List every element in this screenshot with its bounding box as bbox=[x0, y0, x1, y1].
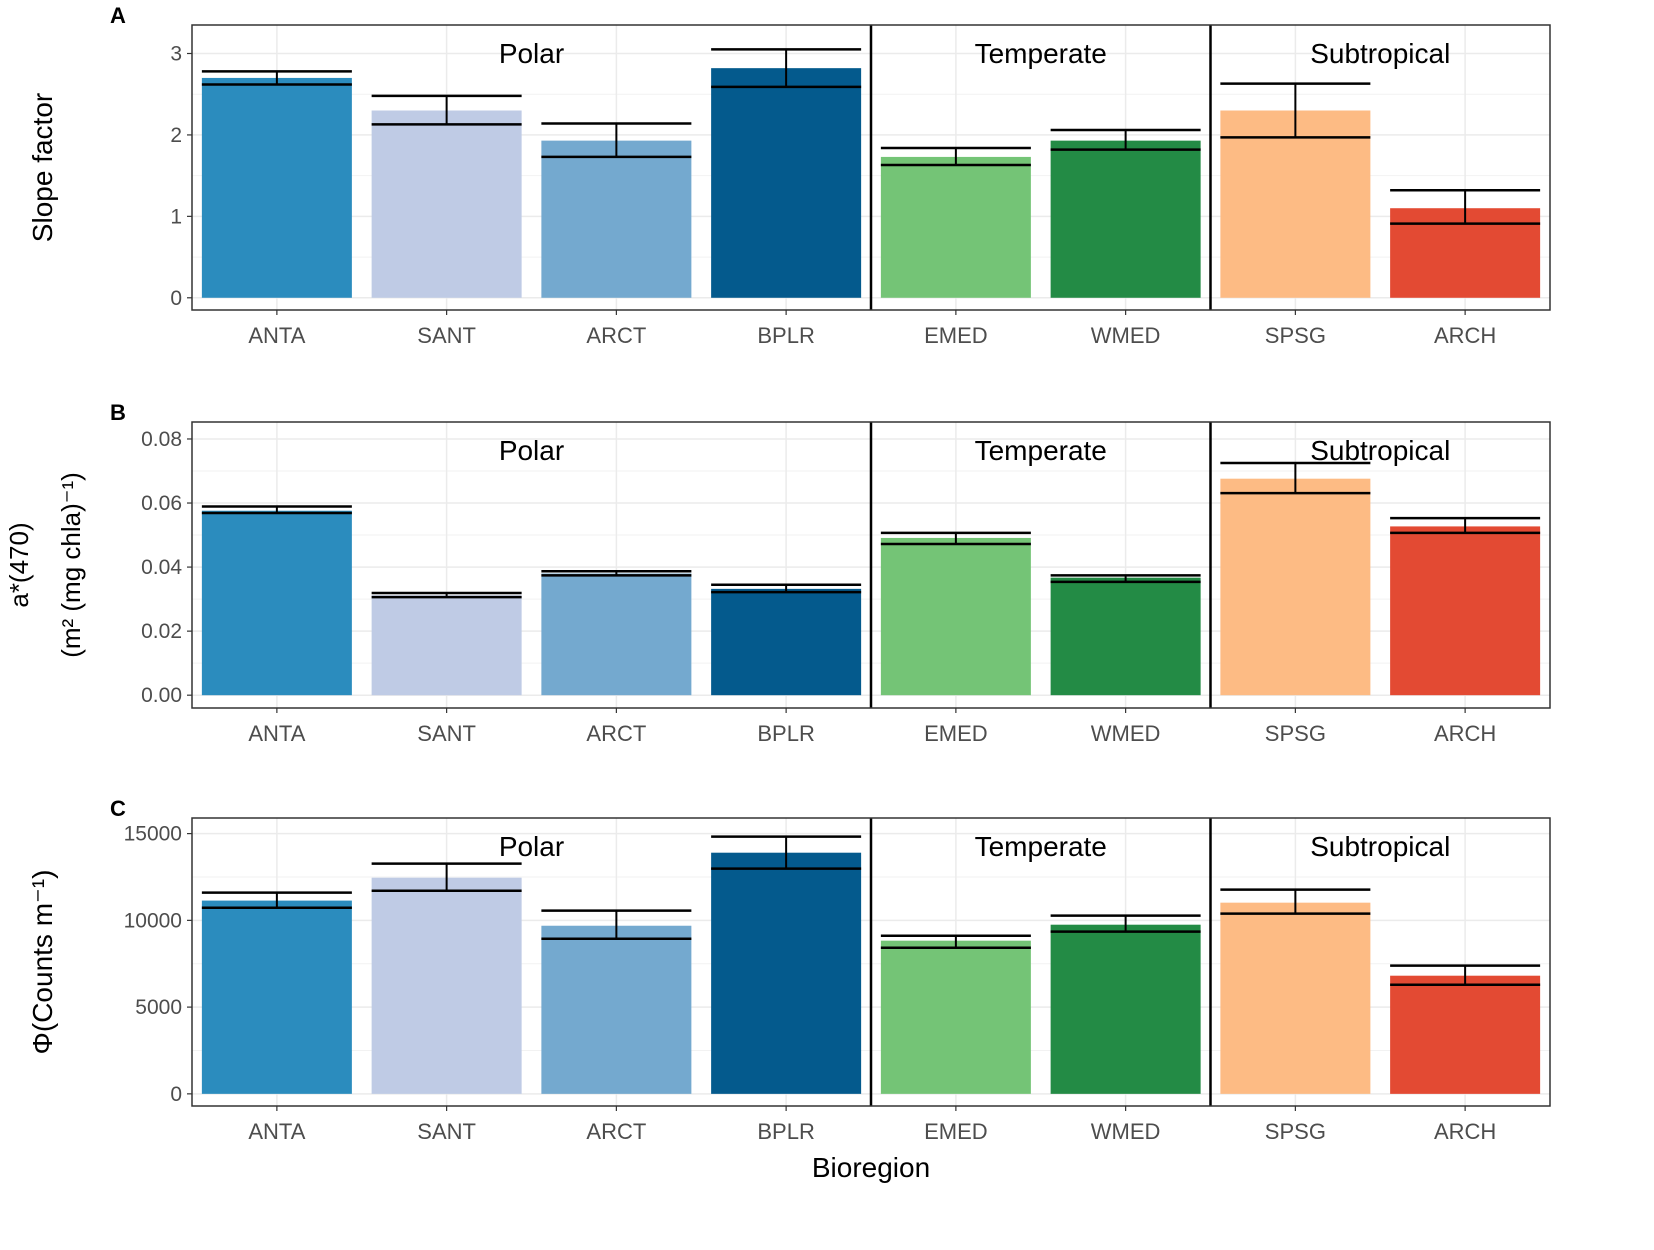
bar-WMED bbox=[1050, 577, 1201, 696]
x-tick-label: EMED bbox=[924, 721, 988, 746]
x-axis-title: Bioregion bbox=[812, 1152, 930, 1183]
x-tick-label: ARCH bbox=[1434, 323, 1496, 348]
bar-SPSG bbox=[1220, 478, 1371, 696]
x-tick-label: SPSG bbox=[1265, 721, 1326, 746]
group-label: Temperate bbox=[975, 435, 1107, 466]
x-tick-label: ANTA bbox=[248, 323, 305, 348]
panel-B: B 0.00 0.02 0.04 0.06 0.08 ANTA SANT ARCT BPLR EME… bbox=[4, 400, 1551, 746]
group-label: Subtropical bbox=[1310, 435, 1450, 466]
bar-ANTA bbox=[201, 510, 352, 696]
bar-ARCT bbox=[541, 140, 692, 298]
bar-ARCH bbox=[1390, 975, 1541, 1094]
x-tick-label: SANT bbox=[417, 323, 476, 348]
y-tick-label: 0.02 bbox=[141, 620, 182, 643]
bar-SANT bbox=[371, 877, 522, 1094]
x-tick-label: EMED bbox=[924, 1119, 988, 1144]
x-tick-label: WMED bbox=[1091, 1119, 1161, 1144]
x-tick-label: ARCH bbox=[1434, 721, 1496, 746]
plot-border bbox=[191, 24, 1551, 311]
y-tick-label: 0.04 bbox=[141, 556, 182, 579]
x-tick-label: WMED bbox=[1091, 721, 1161, 746]
bar-EMED bbox=[880, 156, 1031, 298]
y-tick-label: 15000 bbox=[124, 823, 182, 846]
x-tick-label: ARCT bbox=[586, 323, 646, 348]
y-axis-title: Φ(Counts m⁻¹) bbox=[27, 870, 58, 1055]
panel-label: B bbox=[110, 400, 126, 425]
x-tick-label: BPLR bbox=[757, 323, 814, 348]
group-label: Subtropical bbox=[1310, 38, 1450, 69]
x-tick-label: EMED bbox=[924, 323, 988, 348]
x-tick-label: ARCH bbox=[1434, 1119, 1496, 1144]
bar-ANTA bbox=[201, 900, 352, 1094]
y-tick-label: 3 bbox=[170, 43, 182, 66]
bar-BPLR bbox=[711, 852, 862, 1094]
group-label: Subtropical bbox=[1310, 831, 1450, 862]
plot-border bbox=[191, 421, 1551, 709]
bar-SANT bbox=[371, 595, 522, 696]
x-tick-label: SANT bbox=[417, 1119, 476, 1144]
group-label: Polar bbox=[499, 38, 564, 69]
group-label: Polar bbox=[499, 435, 564, 466]
x-tick-label: SPSG bbox=[1265, 1119, 1326, 1144]
y-axis-title: Slope factor bbox=[27, 93, 58, 242]
bar-WMED bbox=[1050, 924, 1201, 1094]
x-tick-label: SPSG bbox=[1265, 323, 1326, 348]
y-axis-title-line2: (m² (mg chla)⁻¹) bbox=[56, 472, 86, 658]
y-tick-label: 0.06 bbox=[141, 492, 182, 515]
panel-A: A 0 1 2 3 ANTA SANT ARCT BPLR EMED WMED SPSG ARCH Pol… bbox=[27, 3, 1551, 348]
y-tick-label: 5000 bbox=[135, 996, 182, 1019]
x-tick-label: BPLR bbox=[757, 721, 814, 746]
y-tick-label: 1 bbox=[170, 205, 182, 228]
group-label: Polar bbox=[499, 831, 564, 862]
bar-ARCT bbox=[541, 925, 692, 1094]
y-tick-label: 0.08 bbox=[141, 428, 182, 451]
y-tick-label: 0.00 bbox=[141, 684, 182, 707]
panel-C: C 0 5000 10000 15000 ANTA SANT ARCT BPLR EMED WMED… bbox=[27, 796, 1551, 1183]
y-axis-title-line1: a*(470) bbox=[4, 522, 34, 607]
y-tick-label: 0 bbox=[170, 287, 182, 310]
group-label: Temperate bbox=[975, 831, 1107, 862]
bar-BPLR bbox=[711, 68, 862, 298]
bar-ANTA bbox=[201, 77, 352, 298]
panel-label: C bbox=[110, 796, 126, 821]
panel-label: A bbox=[110, 3, 126, 28]
x-tick-label: ARCT bbox=[586, 1119, 646, 1144]
bar-BPLR bbox=[711, 588, 862, 696]
plot-border bbox=[191, 817, 1551, 1107]
x-tick-label: WMED bbox=[1091, 323, 1161, 348]
x-tick-label: ANTA bbox=[248, 721, 305, 746]
bar-ARCH bbox=[1390, 526, 1541, 696]
bar-SANT bbox=[371, 110, 522, 298]
bar-ARCT bbox=[541, 573, 692, 696]
y-tick-label: 0 bbox=[170, 1083, 182, 1106]
x-tick-label: ANTA bbox=[248, 1119, 305, 1144]
y-tick-label: 10000 bbox=[124, 909, 182, 932]
x-tick-label: BPLR bbox=[757, 1119, 814, 1144]
y-tick-label: 2 bbox=[170, 124, 182, 147]
x-tick-label: SANT bbox=[417, 721, 476, 746]
bar-EMED bbox=[880, 537, 1031, 696]
bar-EMED bbox=[880, 940, 1031, 1094]
bar-WMED bbox=[1050, 140, 1201, 298]
bar-SPSG bbox=[1220, 110, 1371, 298]
group-label: Temperate bbox=[975, 38, 1107, 69]
bar-SPSG bbox=[1220, 902, 1371, 1094]
x-tick-label: ARCT bbox=[586, 721, 646, 746]
